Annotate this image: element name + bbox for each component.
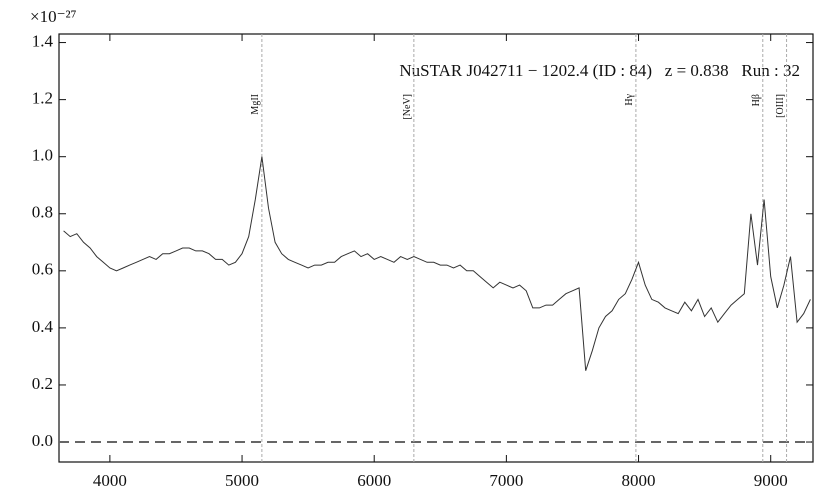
chart-title: NuSTAR J042711 − 1202.4 (ID : 84) z = 0.…: [399, 61, 800, 80]
y-tick-label: 0.8: [32, 203, 53, 222]
y-tick-label: 0.0: [32, 431, 53, 450]
emission-line-label: Hβ: [751, 94, 762, 106]
y-tick-label: 1.2: [32, 89, 53, 108]
y-tick-label: 0.2: [32, 374, 53, 393]
plot-frame: [58, 33, 814, 463]
spectrum-line: [63, 156, 811, 371]
offset-label: ×10⁻²⁷: [30, 7, 77, 26]
x-tick-label: 9000: [754, 471, 788, 490]
x-tick-label: 7000: [489, 471, 523, 490]
emission-line-label: [OIII]: [775, 94, 786, 118]
x-tick-label: 4000: [93, 471, 127, 490]
x-tick-label: 5000: [225, 471, 259, 490]
x-tick-label: 8000: [622, 471, 656, 490]
y-tick-label: 0.6: [32, 260, 53, 279]
emission-line-label: [NeV]: [402, 94, 413, 120]
y-tick-label: 1.0: [32, 146, 53, 165]
y-tick-label: 0.4: [32, 317, 54, 336]
emission-line-label: Hγ: [624, 93, 635, 105]
y-tick-label: 1.4: [32, 31, 54, 50]
x-tick-label: 6000: [357, 471, 391, 490]
emission-line-label: MgII: [250, 94, 261, 115]
